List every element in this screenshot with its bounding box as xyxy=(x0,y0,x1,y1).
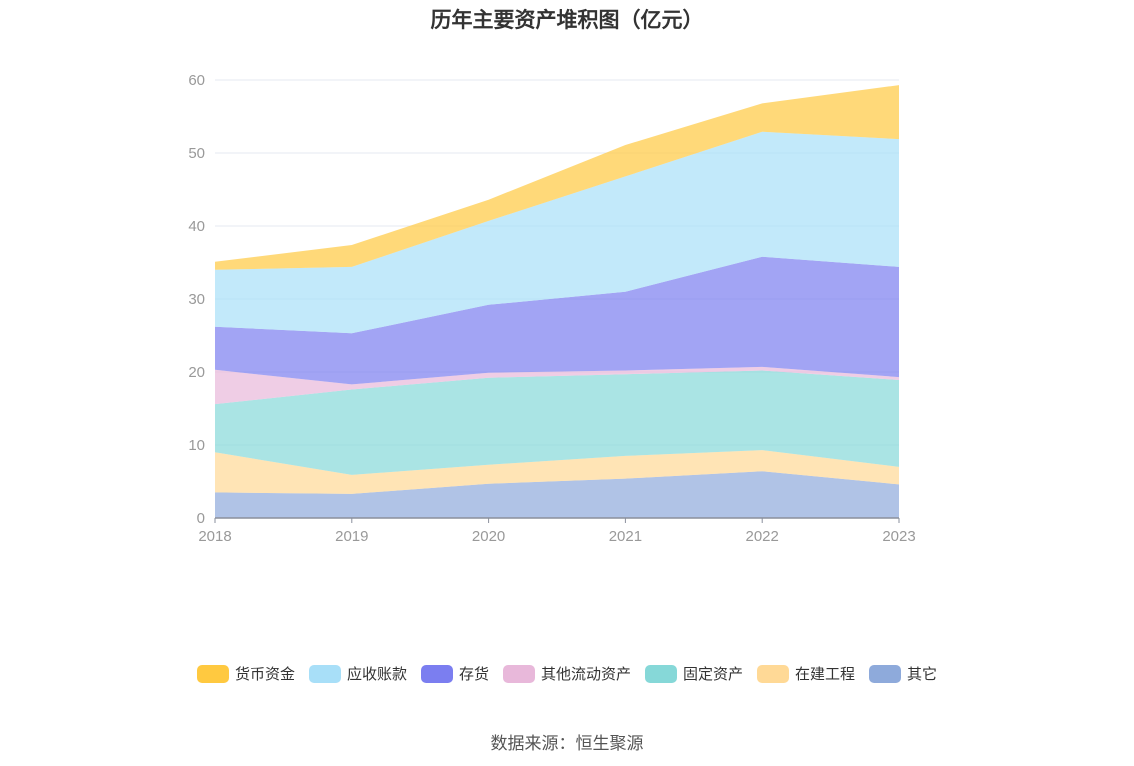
legend-item[interactable]: 货币资金 xyxy=(196,663,295,684)
legend-label: 固定资产 xyxy=(683,665,744,683)
y-tick-label: 60 xyxy=(188,72,205,89)
legend-swatch xyxy=(420,664,453,683)
legend-label: 其他流动资产 xyxy=(540,665,631,683)
legend-label: 应收账款 xyxy=(346,665,407,683)
area-其他流动资产 xyxy=(215,366,899,405)
legend-label: 货币资金 xyxy=(234,665,295,683)
y-tick-label: 30 xyxy=(188,291,205,308)
area-series xyxy=(215,85,899,518)
area-在建工程 xyxy=(215,450,899,494)
legend-item[interactable]: 存货 xyxy=(420,663,489,684)
y-tick-label: 10 xyxy=(188,437,205,454)
legend-swatch xyxy=(869,664,902,683)
y-tick-label: 20 xyxy=(188,364,205,381)
legend-swatch xyxy=(757,664,790,683)
chart-title: 历年主要资产堆积图（亿元） xyxy=(430,8,704,32)
y-tick-label: 0 xyxy=(197,510,205,527)
x-tick-label: 2021 xyxy=(609,528,642,545)
area-其它 xyxy=(215,471,899,518)
legend-item[interactable]: 固定资产 xyxy=(645,663,743,684)
legend-label: 在建工程 xyxy=(795,665,856,683)
area-固定资产 xyxy=(215,370,899,475)
x-tick-label: 2020 xyxy=(472,528,505,545)
legend-swatch xyxy=(308,664,341,683)
legend-item[interactable]: 其他流动资产 xyxy=(502,663,631,684)
area-应收账款 xyxy=(215,131,899,334)
x-tick-label: 2023 xyxy=(882,528,915,545)
y-tick-label: 50 xyxy=(188,145,205,162)
x-tick-label: 2018 xyxy=(198,528,231,545)
x-tick-label: 2019 xyxy=(335,528,368,545)
legend-swatch xyxy=(645,664,677,683)
legend-label: 存货 xyxy=(458,665,489,683)
legend-item[interactable]: 应收账款 xyxy=(308,663,407,684)
y-tick-label: 40 xyxy=(188,218,205,235)
legend-item[interactable]: 在建工程 xyxy=(757,663,855,684)
legend-swatch xyxy=(502,664,535,683)
axes: 0 10 20 30 40 50 60 2018 2019 2020 2021 2022 2023 xyxy=(188,72,915,545)
legend-label: 其它 xyxy=(907,665,938,683)
legend: 货币资金 应收账款 存货 其他流动资产 固定资产 在建工程 其它 xyxy=(0,663,1134,684)
legend-item[interactable]: 其它 xyxy=(869,663,937,684)
x-tick-label: 2022 xyxy=(746,528,779,545)
area-存货 xyxy=(215,256,899,385)
area-货币资金 xyxy=(215,85,899,270)
legend-swatch xyxy=(196,664,229,683)
data-source: 数据来源：恒生聚源 xyxy=(490,734,644,754)
